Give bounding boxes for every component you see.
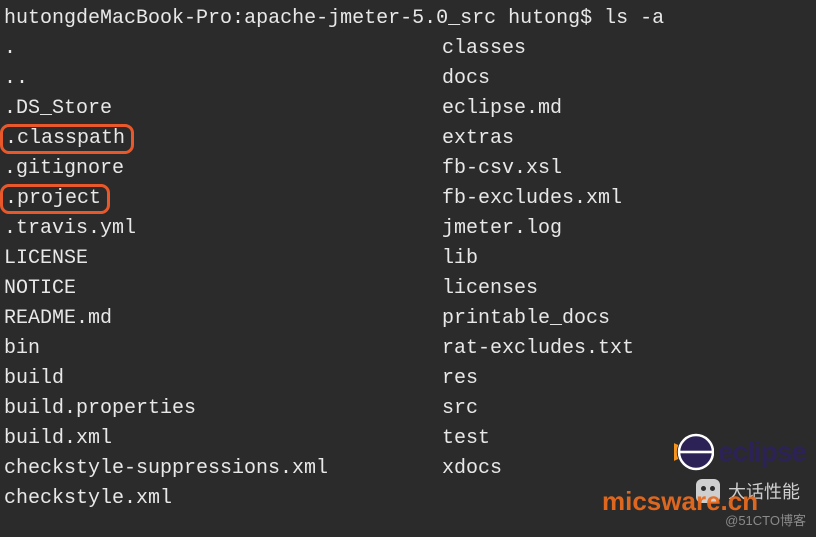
file-entry: . [4, 34, 442, 64]
eclipse-logo-text: eclipse [718, 436, 806, 468]
file-entry: LICENSE [4, 244, 442, 274]
file-entry: build [4, 364, 442, 394]
file-entry: checkstyle.xml [4, 484, 442, 514]
file-entry: bin [4, 334, 442, 364]
eclipse-icon [674, 432, 714, 472]
file-entry: classes [442, 34, 812, 64]
ls-column-left: ....DS_Store.classpath.gitignore.project… [4, 34, 442, 514]
file-entry: .gitignore [4, 154, 442, 184]
file-entry: fb-excludes.xml [442, 184, 812, 214]
file-entry: NOTICE [4, 274, 442, 304]
command-text: ls -a [604, 7, 664, 30]
file-entry: eclipse.md [442, 94, 812, 124]
file-entry: .DS_Store [4, 94, 442, 124]
file-entry: README.md [4, 304, 442, 334]
file-entry: build.properties [4, 394, 442, 424]
eclipse-logo-watermark: eclipse [674, 432, 806, 472]
file-entry: res [442, 364, 812, 394]
file-entry: src [442, 394, 812, 424]
file-entry: printable_docs [442, 304, 812, 334]
file-entry: fb-csv.xsl [442, 154, 812, 184]
file-entry: .. [4, 64, 442, 94]
file-entry: build.xml [4, 424, 442, 454]
highlighted-file: .classpath [0, 124, 134, 154]
file-entry: licenses [442, 274, 812, 304]
cto-watermark: @51CTO博客 [725, 510, 806, 529]
file-entry: jmeter.log [442, 214, 812, 244]
file-entry: .classpath [4, 124, 442, 154]
file-entry: docs [442, 64, 812, 94]
file-entry: checkstyle-suppressions.xml [4, 454, 442, 484]
file-entry: .travis.yml [4, 214, 442, 244]
file-entry: .project [4, 184, 442, 214]
file-entry: extras [442, 124, 812, 154]
highlighted-file: .project [0, 184, 110, 214]
file-entry: rat-excludes.txt [442, 334, 812, 364]
prompt-line[interactable]: hutongdeMacBook-Pro:apache-jmeter-5.0_sr… [4, 4, 812, 34]
prompt-host: hutongdeMacBook-Pro:apache-jmeter-5.0_sr… [4, 7, 592, 30]
file-entry: lib [442, 244, 812, 274]
